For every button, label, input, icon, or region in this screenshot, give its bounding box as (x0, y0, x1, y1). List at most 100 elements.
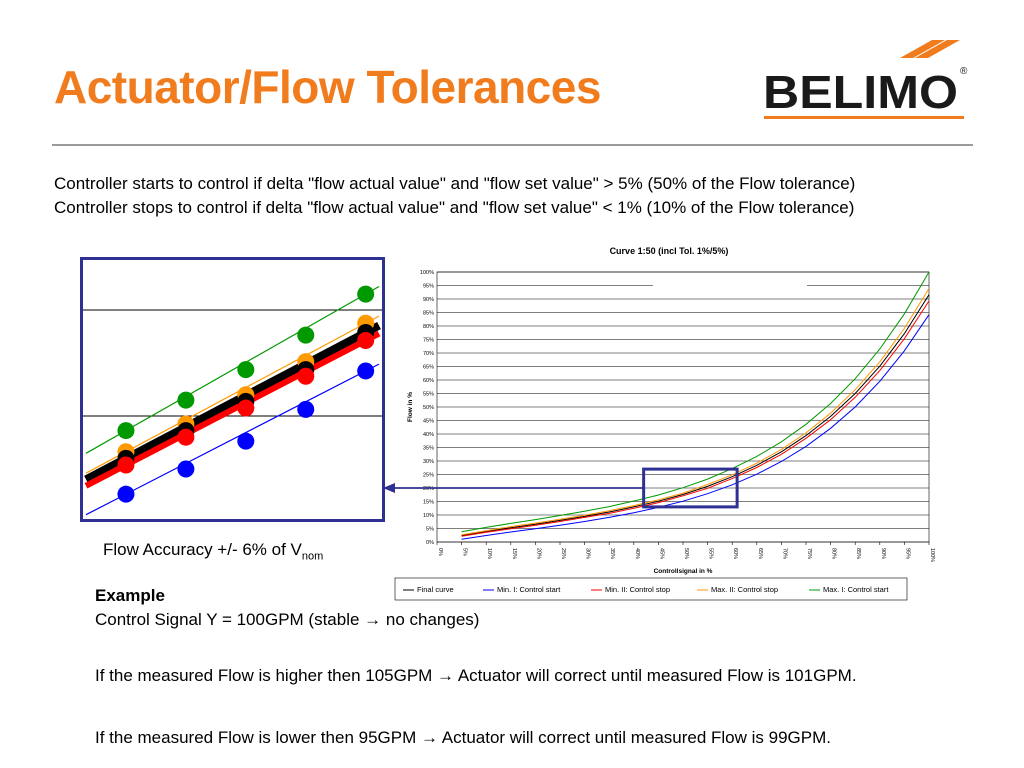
x-tick-label: 5% (462, 548, 468, 556)
y-tick-label: 90% (423, 297, 434, 303)
x-tick-label: 25% (560, 548, 566, 559)
y-tick-label: 60% (423, 378, 434, 384)
x-tick-label: 75% (806, 548, 812, 559)
logo-text: BELIMO (763, 66, 958, 118)
zoom-marker-4 (237, 432, 255, 450)
legend: Final curve Min. I: Control start Min. II:… (394, 577, 908, 601)
zoom-marker-3 (117, 456, 135, 474)
y-tick-label: 100% (420, 270, 434, 276)
zoom-marker-0 (357, 285, 375, 303)
logo-registered: ® (960, 66, 968, 77)
zoom-marker-4 (297, 400, 315, 418)
y-tick-label: 95% (423, 284, 434, 290)
zoom-marker-4 (177, 460, 195, 478)
y-tick-label: 20% (423, 486, 434, 492)
intro-start-condition: Controller starts to control if delta "f… (54, 174, 856, 193)
example-lower-case: If the measured Flow is lower then 95GPM… (95, 728, 831, 747)
legend-label: Max. I: Control start (823, 585, 889, 594)
y-tick-label: 35% (423, 446, 434, 452)
x-tick-label: 0% (437, 548, 443, 556)
x-tick-label: 50% (683, 548, 689, 559)
slide-title: Actuator/Flow Tolerances (54, 61, 601, 113)
y-tick-label: 80% (423, 324, 434, 330)
y-tick-label: 15% (423, 500, 434, 506)
caption-text: Flow Accuracy +/- 6% of V (103, 540, 302, 559)
y-tick-label: 5% (426, 527, 434, 533)
zoom-background (81, 258, 384, 521)
belimo-logo: BELIMO ® (763, 40, 968, 119)
flow-accuracy-caption: Flow Accuracy +/- 6% of Vnom (103, 540, 323, 562)
x-tick-label: 70% (781, 548, 787, 559)
title-divider (52, 144, 973, 146)
x-tick-label: 20% (535, 548, 541, 559)
zoom-marker-3 (297, 367, 315, 385)
logo-stripe (915, 40, 960, 58)
y-tick-label: 50% (423, 405, 434, 411)
y-tick-label: 55% (423, 392, 434, 398)
example-signal: Control Signal Y = 100GPM (stable → no c… (95, 610, 480, 629)
caption-subscript: nom (301, 550, 324, 563)
y-tick-label: 65% (423, 365, 434, 371)
series-line-3 (461, 288, 930, 536)
x-axis-label: Controllsignal in % (654, 568, 713, 575)
y-tick-label: 70% (423, 351, 434, 357)
x-tick-label: 65% (757, 548, 763, 559)
x-tick-label: 35% (609, 548, 615, 559)
pointer-arrow-head (385, 483, 395, 493)
legend-box (394, 577, 908, 601)
zoom-marker-3 (237, 399, 255, 417)
example-block: Example Control Signal Y = 100GPM (stabl… (95, 584, 479, 632)
flow-curve-chart: Curve 1:50 (incl Tol. 1%/5%) 0% 5% 10% 15% 20… (385, 246, 935, 601)
y-axis-label: Flow in % (407, 392, 414, 422)
y-tick-label: 40% (423, 432, 434, 438)
zoom-marker-0 (297, 326, 315, 344)
x-tick-label: 45% (658, 548, 664, 559)
zoom-chart (80, 257, 385, 522)
series-line-1 (461, 314, 930, 540)
zoom-series-line-3 (84, 330, 381, 489)
x-tick-label: 40% (634, 548, 640, 559)
x-tick-label: 80% (831, 548, 837, 559)
chart-title: Curve 1:50 (incl Tol. 1%/5%) (610, 246, 729, 256)
zoom-marker-3 (177, 428, 195, 446)
x-tick-label: 30% (585, 548, 591, 559)
zoom-marker-4 (117, 485, 135, 503)
x-tick-label: 60% (732, 548, 738, 559)
x-tick-label: 90% (880, 548, 886, 559)
legend-label: Final curve (417, 585, 454, 594)
x-tick-label: 15% (511, 548, 517, 559)
logo-stripe (900, 40, 945, 58)
intro-text: Controller starts to control if delta "f… (54, 172, 1004, 220)
logo-underline (764, 116, 964, 119)
y-tick-label: 45% (423, 419, 434, 425)
intro-stop-condition: Controller stops to control if delta "fl… (54, 198, 855, 217)
legend-label: Min. II: Control stop (605, 585, 670, 594)
x-tick-label: 10% (486, 548, 492, 559)
zoom-marker-0 (117, 422, 135, 440)
zoom-series-line-0 (85, 285, 380, 454)
zoom-series-line-2 (84, 321, 381, 483)
zoom-marker-3 (357, 331, 375, 349)
zoom-frame (80, 257, 385, 522)
zoom-marker-0 (177, 391, 195, 409)
legend-label: Max. II: Control stop (711, 585, 778, 594)
y-tick-label: 85% (423, 311, 434, 317)
zoom-series-line-4 (85, 363, 380, 516)
zoom-series-line-1 (85, 315, 380, 474)
series-line-2 (461, 300, 930, 537)
zoom-marker-0 (237, 361, 255, 379)
y-tick-label: 25% (423, 473, 434, 479)
y-tick-label: 75% (423, 338, 434, 344)
x-tick-label: 85% (855, 548, 861, 559)
series-line-4 (461, 271, 930, 533)
y-tick-label: 10% (423, 513, 434, 519)
y-tick-label: 30% (423, 459, 434, 465)
series-line-0 (461, 294, 930, 536)
y-tick-label: 0% (426, 540, 434, 546)
x-tick-label: 55% (708, 548, 714, 559)
chart-label-mask (653, 278, 807, 292)
example-higher-case: If the measured Flow is higher then 105G… (95, 666, 857, 685)
legend-label: Min. I: Control start (497, 585, 561, 594)
example-heading: Example (95, 586, 165, 605)
x-tick-label: 95% (904, 548, 910, 559)
